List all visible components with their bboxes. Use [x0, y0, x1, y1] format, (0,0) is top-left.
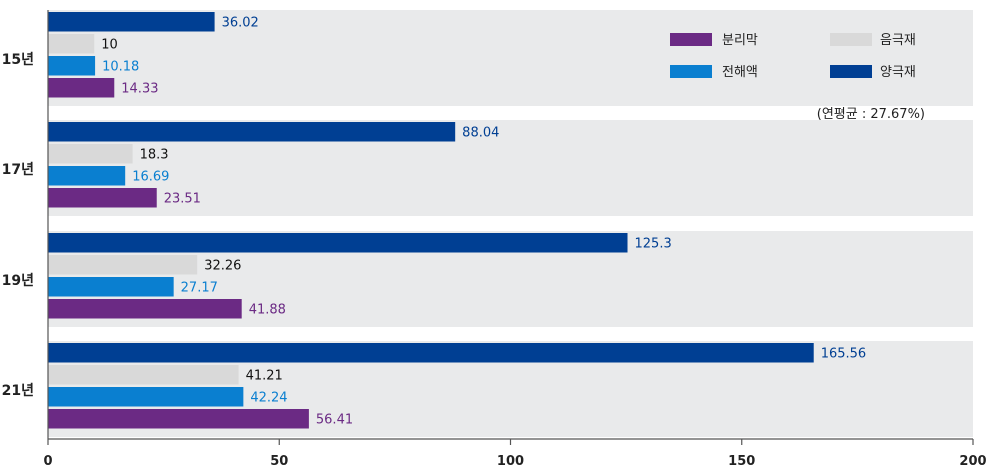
- bar: [48, 144, 133, 164]
- bar: [48, 255, 198, 275]
- legend-swatch-0: [670, 33, 712, 46]
- bar: [48, 233, 628, 253]
- data-label: 88.04: [462, 125, 499, 140]
- bar: [48, 365, 239, 385]
- data-label: 10: [101, 37, 118, 52]
- x-tick-label: 100: [497, 454, 524, 469]
- category-labels: 15년 17년 19년 21년: [2, 52, 34, 399]
- x-tick-label: 150: [728, 454, 755, 469]
- data-label: 56.41: [316, 412, 353, 427]
- data-label: 18.3: [140, 147, 169, 162]
- data-label: 10.18: [102, 59, 139, 74]
- legend-label-1: 음극재: [880, 33, 916, 48]
- bar: [48, 56, 96, 76]
- data-label: 41.88: [249, 302, 286, 317]
- bar: [48, 277, 174, 297]
- data-label: 41.21: [246, 368, 283, 383]
- bars: [48, 12, 814, 429]
- legend: 분리막 음극재 전해액 양극재: [670, 33, 916, 80]
- category-label: 15년: [2, 52, 34, 68]
- x-tick-label: 0: [43, 454, 52, 469]
- data-label: 14.33: [121, 81, 158, 96]
- bar: [48, 299, 242, 319]
- bar: [48, 166, 126, 186]
- category-label: 19년: [2, 273, 34, 289]
- bar: [48, 34, 95, 54]
- legend-label-2: 전해액: [722, 65, 758, 80]
- category-label: 21년: [2, 383, 34, 399]
- bar: [48, 78, 115, 98]
- bar: [48, 188, 157, 208]
- value-labels: 36.02 10 10.18 14.33 88.04 18.3 16.69 23.51 125.…: [101, 15, 866, 427]
- data-label: 23.51: [164, 191, 201, 206]
- legend-swatch-2: [670, 65, 712, 78]
- bar: [48, 122, 456, 142]
- legend-label-3: 양극재: [880, 65, 916, 80]
- bar: [48, 343, 814, 363]
- bar: [48, 387, 244, 407]
- x-ticks: 0 50 100 150 200: [43, 439, 987, 469]
- data-label: 32.26: [204, 258, 241, 273]
- data-label: 27.17: [181, 280, 218, 295]
- bar: [48, 409, 309, 429]
- category-label: 17년: [2, 162, 34, 178]
- legend-swatch-3: [830, 65, 872, 78]
- x-tick-label: 200: [959, 454, 986, 469]
- data-label: 36.02: [222, 15, 259, 30]
- cagr-annotation: (연평균 : 27.67%): [817, 107, 925, 122]
- x-tick-label: 50: [270, 454, 288, 469]
- data-label: 165.56: [821, 346, 867, 361]
- bar: [48, 12, 215, 32]
- data-label: 42.24: [250, 390, 287, 405]
- data-label: 125.3: [635, 236, 672, 251]
- data-label: 16.69: [132, 169, 169, 184]
- legend-label-0: 분리막: [722, 33, 758, 48]
- legend-swatch-1: [830, 33, 872, 46]
